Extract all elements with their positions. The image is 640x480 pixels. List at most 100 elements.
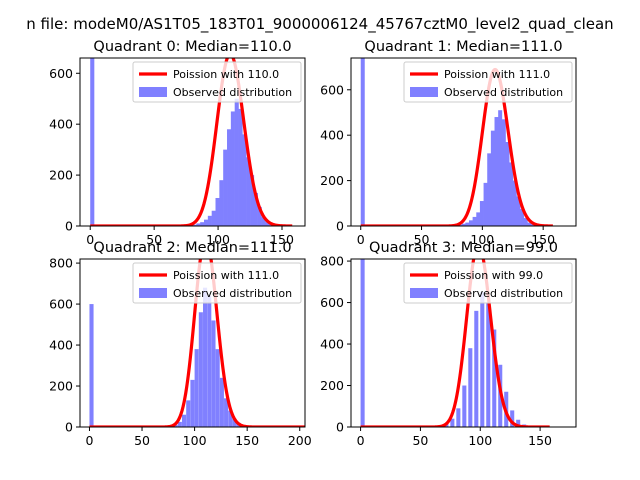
quadrant-2-ytick-label-2: 400 — [49, 338, 73, 353]
quadrant-3-plot-area — [359, 259, 551, 427]
quadrant-3-histogram-bar-9 — [486, 302, 491, 427]
quadrant-1-histogram-bar-16 — [512, 180, 517, 226]
quadrant-2-panel: 0 50 100 150 200 0 200 400 600 800 Quadrant 2: Med… — [49, 240, 312, 448]
quadrant-2-histogram-bar-3 — [181, 414, 187, 427]
quadrant-1-histogram-bar-5 — [472, 216, 477, 226]
quadrant-0-axes-frame — [79, 57, 306, 227]
quadrant-1-ytick-label-3: 600 — [320, 82, 344, 97]
quadrant-1-histogram-bar-3 — [465, 222, 470, 226]
quadrant-1-xtick-label-1: 50 — [414, 232, 430, 247]
quadrant-1-histogram-bar-17 — [516, 196, 521, 226]
quadrant-0-histogram-bar-12 — [234, 98, 239, 226]
quadrant-0-histogram-bar-17 — [253, 192, 258, 226]
quadrant-1-xtick-label-2: 100 — [470, 232, 494, 247]
quadrant-1-xtick-label-0: 0 — [357, 232, 365, 247]
quadrant-1-legend-poisson-label: Poission with 111.0 — [444, 68, 550, 81]
quadrant-2-ytick-label-4: 800 — [49, 256, 73, 271]
quadrant-3-ytick-label-1: 200 — [320, 378, 344, 393]
quadrant-1-histogram-bar-0 — [360, 58, 365, 226]
quadrant-3-xtick-label-3: 150 — [528, 433, 552, 448]
quadrant-3-histogram-bar-3 — [450, 418, 455, 427]
quadrant-1-legend-observed-swatch — [410, 87, 438, 97]
quadrant-0-xtick-label-1: 50 — [146, 232, 162, 247]
quadrant-1-histogram-bar-9 — [487, 153, 492, 226]
quadrant-3-axes-frame — [350, 258, 577, 428]
quadrant-3-histogram-bar-14 — [516, 419, 521, 427]
quadrant-2-histogram-bar-0 — [89, 304, 94, 427]
quadrant-0-histogram-bar-1 — [192, 224, 197, 226]
quadrant-0-histogram-bar-13 — [238, 108, 243, 226]
quadrant-2-histogram-bar-14 — [228, 410, 233, 427]
quadrant-1-histogram-bar-19 — [523, 218, 528, 226]
quadrant-3-legend-observed-label: Observed distribution — [444, 287, 563, 300]
quadrant-2-histogram-bar-4 — [186, 400, 191, 427]
quadrant-2-histogram-bar-10 — [211, 320, 216, 427]
quadrant-1-xtick-label-3: 150 — [531, 232, 555, 247]
quadrant-2-histogram-bar-8 — [203, 287, 208, 427]
quadrant-1-ytick-label-0: 0 — [336, 219, 344, 234]
quadrant-0-histogram-bar-18 — [257, 206, 262, 226]
quadrant-1-panel: 0 50 100 150 0 200 400 600 Quadrant 1: Median=11… — [320, 39, 577, 247]
quadrant-3-histogram-bar-6 — [468, 348, 473, 427]
quadrant-1-ytick-label-1: 200 — [320, 173, 344, 188]
quadrant-0-ytick-label-2: 400 — [49, 117, 73, 132]
quadrant-2-title: Quadrant 2: Median=111.0 — [93, 240, 291, 256]
quadrant-3-legend-poisson-label: Poission with 99.0 — [444, 269, 543, 282]
quadrant-0-histogram-bar-15 — [246, 157, 251, 226]
quadrant-0-legend-poisson-label: Poission with 110.0 — [173, 68, 279, 81]
quadrant-0-legend-box — [132, 61, 302, 103]
quadrant-1-histogram-bar-14 — [505, 142, 510, 226]
quadrant-0-ytick-label-1: 200 — [49, 168, 73, 183]
quadrant-1-histogram-bar-15 — [509, 162, 514, 226]
quadrant-0-histogram-bar-14 — [242, 134, 247, 226]
quadrant-1-histogram-bar-21 — [531, 224, 536, 226]
quadrant-3-ytick-label-0: 0 — [336, 420, 344, 435]
quadrant-0-legend-observed-swatch — [139, 87, 167, 97]
quadrant-2-ytick-label-3: 600 — [49, 297, 73, 312]
quadrant-2-axes-frame — [79, 258, 306, 428]
quadrant-0-poisson-line — [89, 58, 294, 226]
quadrant-0-histogram-bar-19 — [261, 217, 266, 226]
quadrant-0-histogram-bar-7 — [215, 198, 220, 226]
quadrant-3-legend-box — [403, 262, 573, 304]
quadrant-2-histogram-bar-9 — [207, 295, 212, 427]
quadrant-1-histogram-bar-1 — [458, 224, 463, 226]
quadrant-0-ytick-label-0: 0 — [65, 219, 73, 234]
quadrant-2-legend-observed-label: Observed distribution — [173, 287, 292, 300]
quadrant-3-histogram-bar-0 — [360, 259, 365, 427]
quadrant-2-xtick-label-1: 50 — [134, 433, 150, 448]
quadrant-1-histogram-bar-13 — [501, 119, 506, 226]
quadrant-1-histogram-bar-18 — [520, 208, 525, 226]
quadrant-1-histogram-bar-11 — [494, 117, 499, 226]
quadrant-1-axes-frame — [350, 57, 577, 227]
quadrant-3-ytick-label-2: 400 — [320, 337, 344, 352]
quadrant-3-panel: 0 50 100 150 0 200 400 600 800 Quadrant 3: Median… — [320, 240, 577, 448]
quadrant-3-histogram-bar-10 — [492, 329, 497, 427]
quadrant-1-legend-box — [403, 61, 573, 103]
quadrant-3-xtick-label-0: 0 — [357, 433, 365, 448]
quadrant-0-histogram-bar-20 — [265, 222, 270, 226]
quadrant-3-ytick-label-3: 600 — [320, 295, 344, 310]
quadrant-3-histogram-bar-8 — [480, 292, 485, 427]
quadrant-1-histogram-bar-2 — [461, 223, 466, 226]
quadrant-1-histogram-bar-10 — [490, 130, 495, 226]
quadrant-2-xtick-label-4: 200 — [288, 433, 312, 448]
quadrant-2-histogram-bar-15 — [232, 418, 237, 427]
quadrant-0-title: Quadrant 0: Median=110.0 — [93, 39, 291, 55]
quadrant-0-legend-observed-label: Observed distribution — [173, 86, 292, 99]
quadrant-2-legend-poisson-label: Poission with 111.0 — [173, 269, 279, 282]
quadrant-2-histogram-bar-5 — [190, 379, 195, 427]
quadrant-3-xtick-label-2: 100 — [468, 433, 492, 448]
quadrant-1-legend-observed-label: Observed distribution — [444, 86, 563, 99]
quadrant-2-xtick-label-3: 150 — [235, 433, 259, 448]
quadrant-1-histogram-bar-4 — [468, 220, 473, 226]
quadrant-3-ytick-label-4: 800 — [320, 254, 344, 269]
quadrant-3-histogram-bar-13 — [510, 410, 515, 427]
quadrant-0-panel: 0 50 100 150 0 200 400 600 Quadrant 0: Median=11… — [49, 39, 306, 247]
quadrant-2-histogram-bar-7 — [198, 312, 203, 427]
quadrant-3-poisson-line — [359, 259, 551, 427]
quadrant-2-histogram-bar-2 — [177, 421, 182, 427]
quadrant-0-plot-area — [89, 58, 294, 226]
quadrant-2-legend-observed-swatch — [139, 288, 167, 298]
quadrant-2-ytick-label-0: 0 — [65, 420, 73, 435]
